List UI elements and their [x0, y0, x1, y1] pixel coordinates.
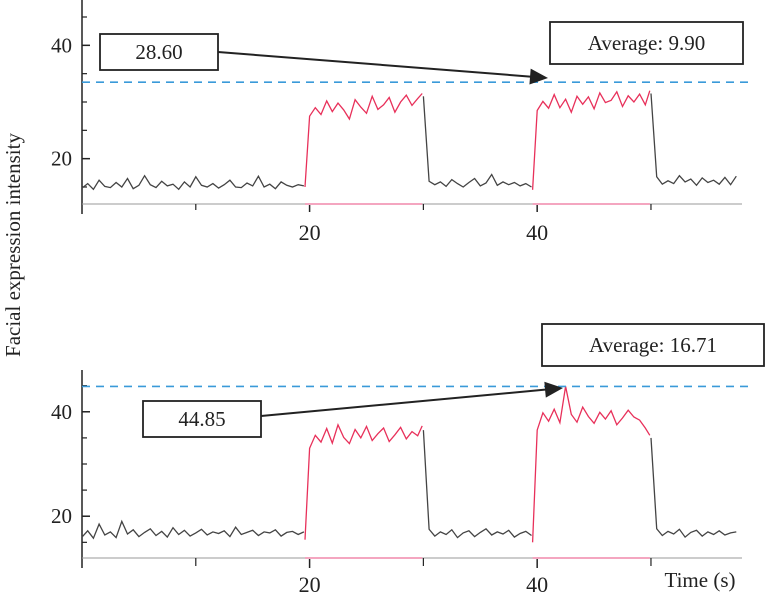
peak-label: 28.60 [135, 40, 182, 64]
panel-top: 20 40 20 40 Average: 9.90 28.60 [51, 0, 750, 245]
x-tick-label: 20 [299, 572, 321, 595]
panel-bottom: 20 40 20 40 Average: 16.71 44.85 [51, 323, 765, 595]
series-line-baseline [81, 519, 305, 540]
x-axis-label: Time (s) [665, 568, 736, 592]
average-label: Average: 9.90 [588, 31, 705, 55]
x-tick-label: 20 [299, 220, 321, 245]
series-line-baseline [422, 430, 532, 539]
series-line-expression [304, 93, 423, 188]
peak-label-box [142, 400, 262, 438]
y-tick-label: 40 [51, 33, 72, 57]
annotation-arrow-shaft [217, 51, 539, 79]
annotation-arrow-head [544, 381, 563, 398]
average-label-box [541, 323, 765, 367]
series-line-baseline [650, 93, 737, 187]
series-line-baseline [81, 174, 305, 191]
y-tick-label: 20 [51, 147, 72, 171]
series-line-expression [304, 422, 423, 540]
series-line-baseline [650, 437, 737, 539]
annotation-arrow-head [529, 68, 548, 85]
series-line-expression [531, 90, 651, 190]
x-tick-label: 40 [526, 572, 548, 595]
y-tick-label: 40 [51, 400, 72, 424]
x-tick-label: 40 [526, 220, 548, 245]
peak-label-box [99, 33, 219, 71]
y-tick-label: 20 [51, 504, 72, 528]
peak-label: 44.85 [178, 407, 225, 431]
annotation-arrow-shaft [260, 387, 554, 417]
average-label-box [549, 21, 744, 65]
y-axis-label: Facial expression intensity [1, 133, 25, 357]
series-line-baseline [422, 96, 532, 188]
panels: 20 40 20 40 Average: 9.90 28.60 20 40 20 40 Averag… [51, 0, 765, 595]
average-label: Average: 16.71 [589, 333, 717, 357]
series-line-expression [531, 386, 651, 543]
